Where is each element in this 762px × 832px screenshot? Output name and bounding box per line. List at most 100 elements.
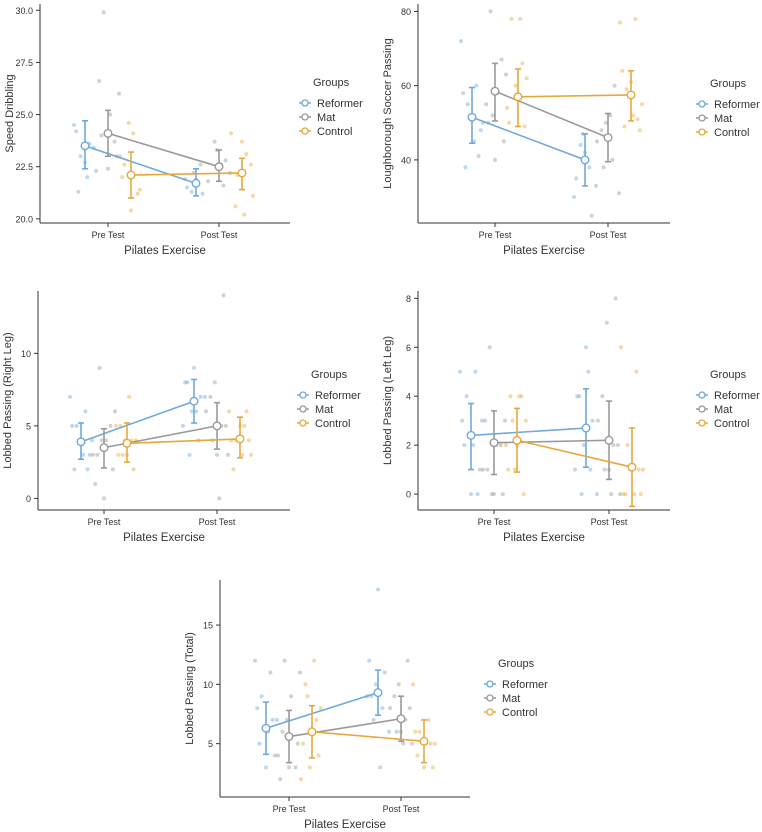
- raw-point-mat: [212, 139, 217, 144]
- series-mat: [490, 62, 613, 163]
- chart-lobbed-right: 0 5 10 Pre Test Post Test Pilates Exercise Lob…: [2, 291, 361, 544]
- raw-point-reformer: [181, 423, 185, 428]
- raw-point-reformer: [87, 452, 92, 457]
- legend-entry-reformer: Reformer: [714, 390, 760, 402]
- raw-point-mat: [295, 741, 300, 746]
- raw-point-control: [512, 467, 517, 472]
- raw-point-reformer: [185, 185, 190, 190]
- raw-point-mat: [503, 418, 507, 423]
- raw-point-control: [129, 208, 133, 213]
- raw-point-control: [116, 452, 121, 457]
- raw-point-control: [624, 87, 629, 92]
- raw-point-control: [622, 124, 627, 129]
- raw-point-reformer: [373, 682, 378, 687]
- y-tick-label: 80: [401, 7, 411, 17]
- raw-point-mat: [489, 492, 494, 497]
- raw-point-reformer: [471, 443, 476, 448]
- raw-point-control: [233, 204, 238, 209]
- raw-point-mat: [278, 777, 283, 782]
- mean-point-reformer: [76, 437, 86, 447]
- legend-key-marker: [299, 419, 307, 427]
- raw-point-mat: [602, 467, 607, 472]
- raw-point-mat: [91, 452, 95, 457]
- raw-point-control: [305, 694, 310, 699]
- raw-point-mat: [599, 128, 604, 133]
- raw-point-mat: [618, 492, 622, 497]
- raw-point-mat: [407, 706, 412, 711]
- raw-point-mat: [221, 183, 226, 188]
- mean-line-control: [126, 438, 241, 445]
- mean-point-reformer: [467, 112, 477, 122]
- y-tick-label: 5: [208, 739, 213, 749]
- mean-point-mat: [103, 128, 113, 138]
- mean-line-reformer: [265, 691, 379, 729]
- mean-point-mat: [489, 438, 499, 448]
- raw-point-reformer: [590, 418, 595, 423]
- raw-point-mat: [499, 57, 504, 62]
- raw-point-reformer: [578, 143, 583, 148]
- raw-point-reformer: [74, 129, 79, 134]
- raw-point-reformer: [572, 195, 576, 200]
- raw-point-mat: [410, 741, 414, 746]
- raw-point-mat: [612, 83, 617, 88]
- raw-point-control: [411, 682, 415, 687]
- x-tick-label: Post Test: [590, 230, 627, 240]
- raw-point-reformer: [594, 183, 598, 188]
- mean-line-mat: [103, 425, 218, 449]
- raw-point-mat: [102, 496, 106, 501]
- raw-point-mat: [608, 113, 613, 118]
- mean-line-mat: [493, 439, 610, 444]
- series-reformer: [76, 378, 199, 461]
- raw-point-control: [509, 16, 514, 21]
- mean-point-control: [237, 168, 247, 178]
- raw-point-control: [508, 394, 513, 399]
- raw-point-reformer: [257, 741, 262, 746]
- mean-point-mat: [603, 133, 613, 143]
- raw-point-reformer: [192, 365, 196, 370]
- raw-point-reformer: [371, 717, 376, 722]
- mean-line-control: [516, 439, 633, 468]
- x-tick-label: Post Test: [591, 517, 628, 527]
- raw-point-reformer: [268, 670, 273, 675]
- raw-point-control: [519, 394, 524, 399]
- mean-point-reformer: [191, 178, 201, 188]
- raw-point-control: [635, 117, 640, 122]
- raw-point-mat: [282, 658, 287, 663]
- raw-point-control: [518, 16, 523, 21]
- raw-point-control: [314, 717, 319, 722]
- raw-point-reformer: [72, 122, 76, 127]
- raw-point-control: [636, 467, 641, 472]
- raw-point-mat: [613, 296, 618, 301]
- raw-point-mat: [113, 409, 117, 414]
- raw-point-control: [248, 162, 253, 167]
- legend-entry-mat: Mat: [317, 112, 335, 124]
- mean-point-mat: [214, 162, 224, 172]
- y-tick-label: 27.5: [15, 58, 33, 68]
- raw-point-mat: [617, 191, 621, 196]
- legend-entry-control: Control: [714, 127, 749, 139]
- raw-point-control: [244, 152, 249, 157]
- x-tick-label: Pre Test: [478, 517, 511, 527]
- raw-point-mat: [610, 157, 615, 162]
- mean-point-reformer: [580, 155, 590, 165]
- raw-point-reformer: [478, 128, 483, 133]
- raw-point-reformer: [259, 694, 264, 699]
- raw-point-reformer: [90, 438, 94, 443]
- raw-point-mat: [601, 165, 606, 170]
- raw-point-control: [240, 452, 245, 457]
- y-axis-title: Speed Dribbling: [4, 74, 16, 152]
- raw-point-mat: [405, 658, 410, 663]
- x-tick-label: Post Test: [383, 804, 420, 814]
- raw-point-reformer: [595, 492, 599, 497]
- raw-point-mat: [212, 380, 217, 385]
- x-axis-title: Pilates Exercise: [503, 245, 585, 257]
- legend-entry-mat: Mat: [502, 693, 520, 705]
- raw-point-mat: [484, 102, 489, 107]
- raw-point-control: [135, 191, 140, 196]
- mean-line-reformer: [84, 145, 197, 185]
- raw-point-mat: [595, 139, 599, 144]
- legend: Groups Reformer Mat Control: [696, 78, 760, 139]
- raw-point-mat: [481, 467, 485, 472]
- legend-entry-control: Control: [317, 126, 352, 138]
- raw-point-reformer: [85, 175, 90, 180]
